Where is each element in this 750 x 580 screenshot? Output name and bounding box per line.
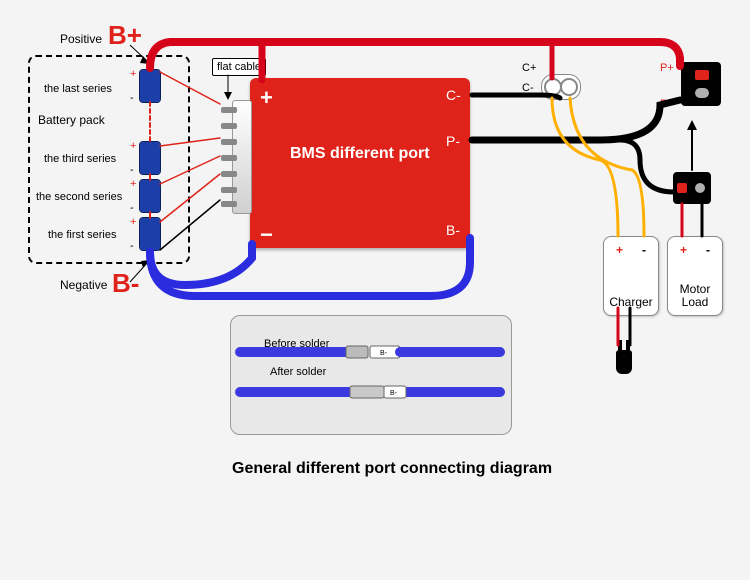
svg-text:B-: B- — [380, 350, 388, 357]
diagram-caption: General different port connecting diagra… — [232, 460, 552, 478]
svg-text:B-: B- — [390, 390, 398, 397]
solder-illustration: B- B- — [0, 0, 750, 580]
